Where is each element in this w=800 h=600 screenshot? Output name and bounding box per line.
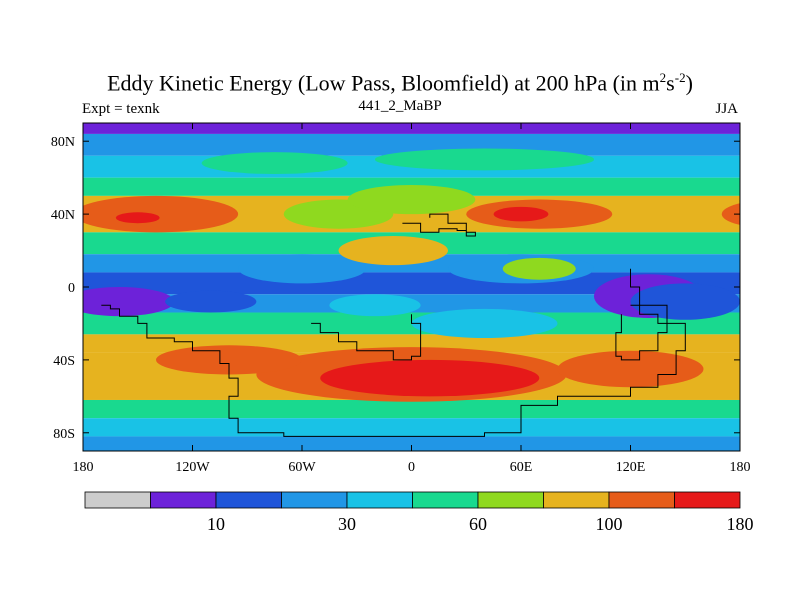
colorbar-swatch	[281, 491, 348, 509]
colorbar-swatch	[346, 491, 413, 509]
x-tick-label: 0	[408, 460, 415, 475]
contour-blob	[557, 350, 704, 388]
colorbar-swatch	[84, 491, 151, 509]
contour-blob	[238, 254, 366, 284]
y-tick-label: 40N	[51, 208, 75, 223]
y-tick-label: 80N	[51, 135, 75, 150]
contour-blob	[156, 345, 302, 375]
contour-blob	[502, 257, 576, 280]
colorbar-label: 30	[338, 514, 356, 534]
x-tick-label: 180	[730, 460, 751, 475]
contour-blob	[115, 212, 160, 224]
colorbar-swatch	[608, 491, 675, 509]
colorbar-label: 10	[207, 514, 225, 534]
y-tick-label: 80S	[53, 427, 75, 442]
y-axis: 80N 40N 0 40S 80S	[51, 135, 740, 442]
contour-blob	[338, 235, 448, 266]
x-tick-label: 180	[73, 460, 94, 475]
contour-blob	[630, 283, 740, 320]
contour-band	[83, 399, 740, 419]
contour-band	[83, 418, 740, 437]
coastline	[311, 314, 422, 361]
colorbar-swatch	[477, 491, 544, 509]
x-axis: 180 120W 60W 0 60E 120E 180	[73, 123, 751, 475]
colorbar-swatch	[674, 491, 741, 509]
chart-title: Eddy Kinetic Energy (Low Pass, Bloomfiel…	[107, 70, 693, 96]
x-tick-label: 60E	[510, 460, 533, 475]
y-tick-label: 0	[68, 281, 75, 296]
contour-blob	[320, 359, 540, 397]
contour-blob	[411, 308, 558, 339]
contour-band	[83, 436, 740, 451]
x-tick-label: 60W	[288, 460, 316, 475]
experiment-label: Expt = texnk	[82, 101, 160, 117]
contour-blob	[493, 206, 549, 222]
contour-blob	[201, 152, 348, 175]
colorbar-label: 60	[469, 514, 487, 534]
contour-blob	[721, 203, 740, 225]
contour-blob	[375, 148, 594, 171]
contour-blob	[83, 287, 175, 317]
coastline	[402, 213, 476, 237]
contour-band	[83, 133, 740, 156]
coastline	[615, 304, 668, 361]
y-tick-label: 40S	[53, 354, 75, 369]
x-tick-label: 120W	[175, 460, 210, 475]
colorbar-swatch	[150, 491, 217, 509]
season-label: JJA	[715, 101, 738, 117]
contour-blob	[83, 195, 239, 233]
contour-blob	[165, 290, 257, 313]
coastline	[101, 268, 686, 437]
colorbar-swatch	[215, 491, 282, 509]
colorbar: 10 30 60 100 180	[84, 491, 754, 534]
colorbar-label: 100	[596, 514, 623, 534]
contour-field	[83, 123, 740, 451]
coastline-outline	[101, 213, 686, 437]
colorbar-label: 180	[727, 514, 754, 534]
contour-blob	[347, 184, 476, 215]
chart-subtitle: 441_2_MaBP	[358, 98, 442, 114]
x-tick-label: 120E	[616, 460, 646, 475]
contour-blob	[329, 294, 421, 317]
colorbar-swatch	[543, 491, 610, 509]
colorbar-swatch	[412, 491, 479, 509]
